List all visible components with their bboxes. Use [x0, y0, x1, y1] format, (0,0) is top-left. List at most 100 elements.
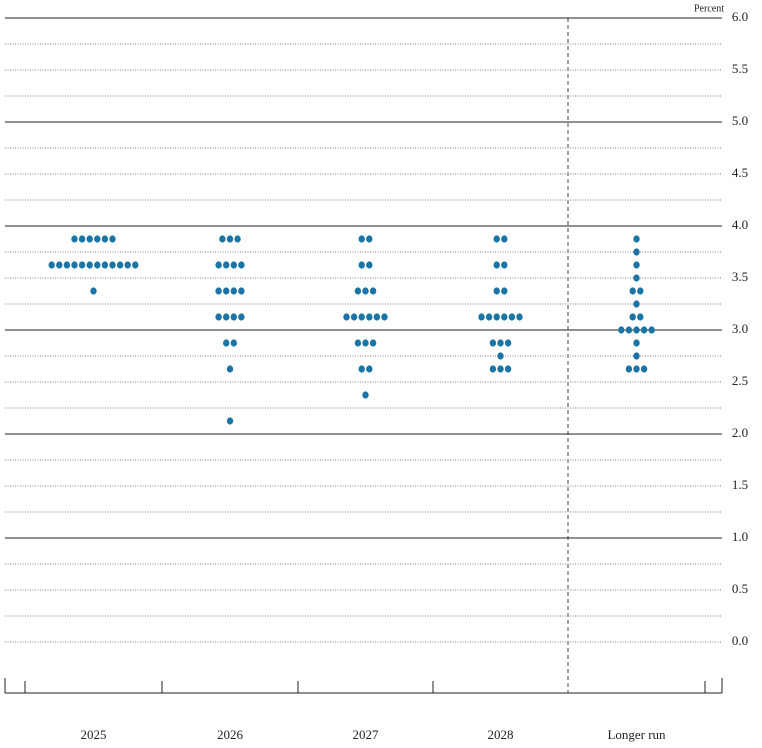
dot [373, 313, 381, 321]
dot [633, 300, 640, 308]
dot [230, 339, 237, 347]
x-tick-label: 2025 [81, 727, 107, 742]
dot [497, 339, 504, 347]
dot [618, 326, 625, 334]
dot [504, 339, 512, 347]
dot [94, 235, 101, 243]
dot [493, 313, 500, 321]
dot [637, 313, 644, 321]
y-tick-label: 2.5 [732, 373, 748, 388]
y-tick-label: 0.0 [732, 633, 748, 648]
dot [633, 261, 640, 269]
dot [223, 339, 230, 347]
x-tick-label: 2028 [488, 727, 514, 742]
dot [633, 274, 640, 282]
dot [366, 261, 373, 269]
y-tick-label: 6.0 [732, 9, 748, 24]
x-tick-label: Longer run [607, 727, 666, 742]
dot [369, 339, 377, 347]
dot [625, 326, 633, 334]
dot [238, 287, 245, 295]
dot [116, 261, 124, 269]
x-tick-label: 2026 [217, 727, 244, 742]
dot [354, 287, 362, 295]
dot [109, 261, 116, 269]
dot [90, 287, 97, 295]
dot [362, 339, 369, 347]
dot [350, 313, 358, 321]
dot [508, 313, 516, 321]
dot [101, 261, 109, 269]
dot [226, 365, 234, 373]
y-tick-label: 1.5 [732, 477, 748, 492]
dot [504, 365, 512, 373]
dot [501, 287, 508, 295]
dot [640, 365, 648, 373]
dot [223, 313, 230, 321]
dot [633, 235, 640, 243]
dot [234, 235, 241, 243]
dot [101, 235, 109, 243]
dot [633, 339, 640, 347]
y-tick-label: 3.5 [732, 269, 748, 284]
dot [109, 235, 116, 243]
dot [230, 313, 237, 321]
dot [366, 313, 373, 321]
dot [358, 235, 365, 243]
dot [489, 365, 497, 373]
dot [223, 287, 230, 295]
dot [625, 365, 633, 373]
dot [648, 326, 655, 334]
dot [366, 365, 373, 373]
dot [86, 261, 93, 269]
dot [629, 313, 636, 321]
dot [230, 261, 237, 269]
y-tick-label: 2.0 [732, 425, 748, 440]
dot [226, 235, 234, 243]
dot [633, 248, 640, 256]
dot [362, 391, 369, 399]
dot [358, 365, 365, 373]
dot [71, 261, 78, 269]
dot [358, 313, 365, 321]
dot [71, 235, 78, 243]
dot [223, 261, 230, 269]
dot [56, 261, 63, 269]
dot [238, 261, 245, 269]
dot [63, 261, 71, 269]
dot [215, 313, 222, 321]
dot [86, 235, 93, 243]
y-tick-label: 0.5 [732, 581, 748, 596]
y-tick-label: 5.0 [732, 113, 748, 128]
dot [493, 235, 500, 243]
dot [78, 235, 86, 243]
dot [132, 261, 139, 269]
dot [354, 339, 362, 347]
dot [493, 261, 500, 269]
dot [629, 287, 636, 295]
y-tick-label: 3.0 [732, 321, 748, 336]
dot [219, 235, 226, 243]
dot [343, 313, 350, 321]
dot [230, 287, 237, 295]
y-tick-label: 1.0 [732, 529, 748, 544]
dot [358, 261, 365, 269]
dot [493, 287, 500, 295]
dot [516, 313, 523, 321]
dot [215, 287, 222, 295]
dot [501, 235, 508, 243]
dot [485, 313, 493, 321]
dot [633, 365, 640, 373]
dot [238, 313, 245, 321]
dot [215, 261, 222, 269]
y-tick-label: 4.0 [732, 217, 748, 232]
dot [497, 365, 504, 373]
y-tick-label: 5.5 [732, 61, 748, 76]
dot [94, 261, 101, 269]
dot [501, 261, 508, 269]
y-axis-label: Percent [694, 3, 724, 14]
dot [489, 339, 497, 347]
dot [478, 313, 485, 321]
x-tick-label: 2027 [353, 727, 380, 742]
y-tick-label: 4.5 [732, 165, 748, 180]
